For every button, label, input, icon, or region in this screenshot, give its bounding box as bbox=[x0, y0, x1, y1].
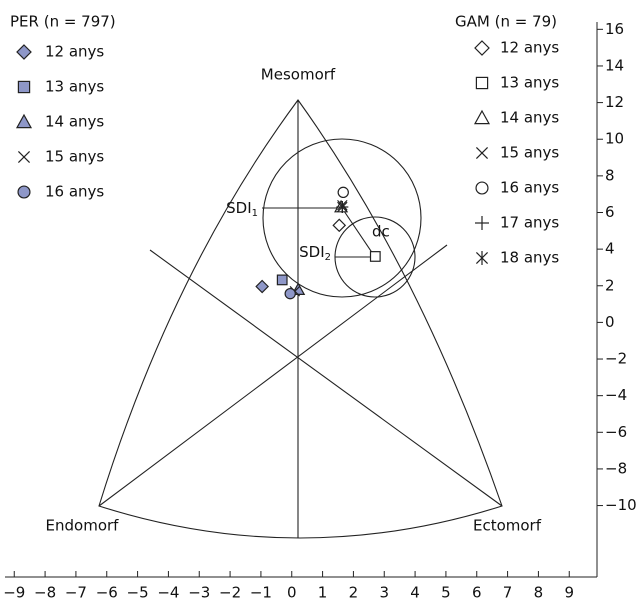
y-tick-label: 8 bbox=[605, 166, 615, 184]
y-tick-label: 16 bbox=[605, 20, 624, 38]
legend-label: 15 anys bbox=[45, 148, 104, 166]
marker-shape bbox=[276, 274, 288, 286]
x-tick-label: 3 bbox=[379, 584, 389, 602]
legend-title: GAM (n = 79) bbox=[455, 13, 557, 31]
marker-shape bbox=[474, 40, 490, 56]
y-tick-label: −8 bbox=[605, 459, 627, 477]
marker-shape bbox=[332, 218, 347, 233]
x-tick-label: 9 bbox=[564, 584, 574, 602]
somatochart bbox=[98, 99, 503, 539]
region-label: Ectomorf bbox=[473, 517, 542, 535]
marker-shape bbox=[255, 279, 269, 294]
marker-shape bbox=[17, 80, 31, 94]
y-tick-label: 10 bbox=[605, 130, 624, 148]
legend-title: PER (n = 797) bbox=[10, 13, 116, 31]
x-tick-label: −5 bbox=[127, 584, 149, 602]
y-tick-label: 14 bbox=[605, 56, 624, 74]
x-tick-label: −9 bbox=[3, 584, 25, 602]
x-tick-label: −4 bbox=[157, 584, 179, 602]
x-tick-label: −6 bbox=[96, 584, 118, 602]
x-tick-label: 5 bbox=[441, 584, 451, 602]
x-tick-label: 6 bbox=[472, 584, 482, 602]
marker bbox=[475, 181, 489, 195]
marker-shape bbox=[15, 113, 33, 129]
annotation-subscript: 2 bbox=[325, 252, 331, 263]
marker bbox=[369, 251, 381, 262]
somatochart-outline bbox=[98, 99, 503, 539]
x-tick-label: −7 bbox=[65, 584, 87, 602]
marker-shape bbox=[284, 287, 296, 300]
y-tick-label: 12 bbox=[605, 93, 624, 111]
annotation-text: SDI bbox=[226, 199, 252, 217]
marker bbox=[337, 201, 348, 213]
axis-line bbox=[149, 249, 503, 507]
y-tick-label: 4 bbox=[605, 240, 615, 258]
x-tick-label: 8 bbox=[534, 584, 544, 602]
marker bbox=[475, 76, 489, 90]
marker-shape bbox=[369, 251, 381, 262]
legend-label: 14 anys bbox=[45, 113, 104, 131]
y-tick-label: 2 bbox=[605, 276, 615, 294]
axis-line bbox=[98, 244, 448, 507]
annotation: SDI2 bbox=[299, 243, 331, 264]
y-tick-label: −2 bbox=[605, 350, 627, 368]
x-tick-label: −1 bbox=[250, 584, 272, 602]
y-tick-label: −6 bbox=[605, 423, 627, 441]
marker-shape bbox=[337, 186, 349, 199]
region-label: Endomorf bbox=[46, 517, 120, 535]
y-tick-label: −4 bbox=[605, 386, 627, 404]
annotation: dc bbox=[372, 223, 390, 241]
marker bbox=[16, 44, 32, 60]
legend-label: 16 anys bbox=[45, 183, 104, 201]
legend-label: 13 anys bbox=[45, 78, 104, 96]
marker bbox=[337, 186, 349, 199]
legend-label: 17 anys bbox=[500, 214, 559, 232]
marker bbox=[475, 216, 489, 230]
legend-label: 12 anys bbox=[45, 43, 104, 61]
x-tick-label: −8 bbox=[34, 584, 56, 602]
marker bbox=[475, 251, 489, 265]
legend-label: 13 anys bbox=[500, 74, 559, 92]
legend-label: 14 anys bbox=[500, 109, 559, 127]
marker-shape bbox=[17, 185, 31, 199]
legend-label: 15 anys bbox=[500, 144, 559, 162]
marker-shape bbox=[16, 44, 32, 60]
y-tick-label: 6 bbox=[605, 203, 615, 221]
marker-shape bbox=[475, 146, 489, 160]
legend-label: 12 anys bbox=[500, 39, 559, 57]
annotation-text: SDI bbox=[299, 243, 325, 261]
marker bbox=[474, 40, 490, 56]
x-tick-label: 0 bbox=[287, 584, 297, 602]
marker bbox=[332, 218, 347, 233]
x-tick-label: 1 bbox=[318, 584, 328, 602]
marker bbox=[475, 146, 489, 160]
dc-line bbox=[341, 207, 376, 258]
marker bbox=[15, 113, 33, 129]
x-tick-label: 4 bbox=[410, 584, 420, 602]
legend-label: 16 anys bbox=[500, 179, 559, 197]
marker-shape bbox=[17, 150, 31, 164]
marker bbox=[255, 279, 269, 294]
x-tick-label: −3 bbox=[188, 584, 210, 602]
marker bbox=[284, 287, 296, 300]
marker bbox=[17, 80, 31, 94]
sdi1-circle bbox=[262, 138, 422, 298]
x-tick-label: 7 bbox=[503, 584, 513, 602]
annotation-subscript: 1 bbox=[252, 208, 258, 219]
y-tick-label: 0 bbox=[605, 313, 615, 331]
marker-shape bbox=[475, 76, 489, 90]
region-label: Mesomorf bbox=[261, 66, 336, 84]
marker-shape bbox=[473, 109, 491, 125]
x-tick-label: 2 bbox=[349, 584, 359, 602]
annotation: SDI1 bbox=[226, 199, 258, 220]
y-tick-label: −10 bbox=[605, 496, 637, 514]
marker bbox=[17, 150, 31, 164]
x-tick-label: −2 bbox=[219, 584, 241, 602]
marker bbox=[276, 274, 288, 286]
marker-shape bbox=[475, 181, 489, 195]
legend-label: 18 anys bbox=[500, 249, 559, 267]
marker bbox=[473, 109, 491, 125]
marker bbox=[17, 185, 31, 199]
